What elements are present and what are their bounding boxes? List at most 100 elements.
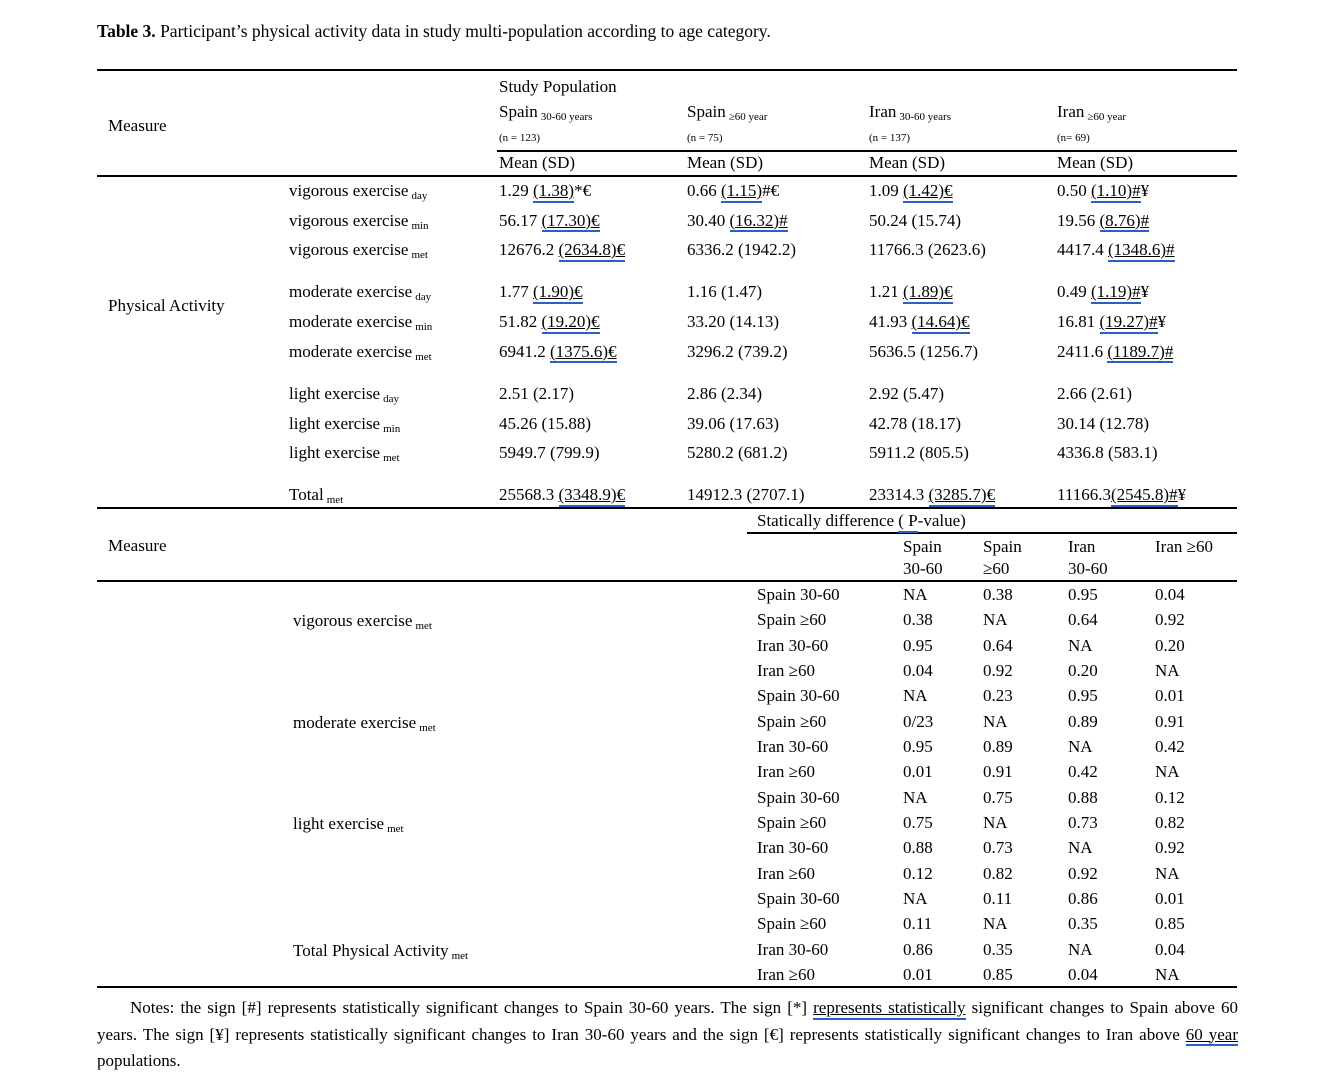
comparison-row-label: Iran 30-60 — [757, 737, 829, 757]
row-label: Total met — [289, 485, 344, 507]
text-segment: 2.92 (5.47) — [869, 383, 945, 403]
sample-size-label: (n= 69) — [1057, 132, 1090, 144]
comparison-row-label: Spain 30-60 — [757, 889, 840, 909]
value-cell: 16.81 (19.27)#¥ — [1057, 312, 1166, 334]
row-gap — [97, 268, 1237, 280]
pvalue-cell: NA — [1155, 965, 1180, 985]
value-cell: 1.16 (1.47) — [687, 282, 762, 302]
pvalue-cell: 0.92 — [1068, 863, 1098, 883]
pvalue-cell: 0.88 — [1068, 787, 1098, 807]
comparison-row-label: Spain ≥60 — [757, 914, 827, 934]
text-segment: 42.78 (18.17) — [869, 413, 962, 433]
pvalue-cell: 0.88 — [903, 838, 933, 858]
value-cell: 6941.2 (1375.6)€ — [499, 341, 617, 364]
underlined-text: (1.89)€ — [903, 282, 953, 304]
pvalue-cell: 0.01 — [903, 965, 933, 985]
value-cell: 6336.2 (1942.2) — [687, 240, 796, 260]
text-segment: 33.20 (14.13) — [687, 312, 780, 332]
value-cell: 5911.2 (805.5) — [869, 443, 969, 463]
row-label: moderate exercise min — [289, 312, 433, 334]
text-segment: 1.21 — [869, 282, 903, 302]
value-cell: 56.17 (17.30)€ — [499, 210, 600, 233]
comparison-row-label: Spain ≥60 — [757, 813, 827, 833]
text-segment: 4417.4 — [1057, 240, 1108, 260]
pvalue-cell: 0.20 — [1155, 635, 1185, 655]
underlined-text: (17.30)€ — [541, 210, 600, 233]
underlined-text: (1348.6)# — [1108, 240, 1175, 262]
population-column-header: Spain 30-60 years — [499, 102, 593, 123]
table-row: moderate exercise day 1.77 (1.90)€ 1.16 (1.… — [97, 280, 1237, 310]
pvalue-cell: NA — [903, 787, 928, 807]
pvalue-cell: 0.35 — [1068, 914, 1098, 934]
comparison-row-label: Iran ≥60 — [757, 863, 815, 883]
text-segment: 2411.6 — [1057, 341, 1108, 361]
table-rule-top — [97, 69, 1237, 71]
table-row: vigorous exercise day 1.29 (1.38)*€ 0.66 (1… — [97, 179, 1237, 209]
pvalue-cell: 0.20 — [1068, 661, 1098, 681]
row-label: vigorous exercise min — [289, 210, 429, 232]
table-row: Total met 25568.3 (3348.9)€ 14912.3 (2707.1… — [97, 483, 1237, 513]
comparison-row-label: Spain 30-60 — [757, 686, 840, 706]
text-segment: 2.51 (2.17) — [499, 383, 575, 403]
text-segment: 1.29 — [499, 181, 533, 200]
unit-subscript: min — [415, 321, 433, 334]
value-cell: 30.40 (16.32)# — [687, 210, 788, 233]
text-segment: ¥ — [1140, 181, 1150, 200]
value-cell: 0.50 (1.10)#¥ — [1057, 181, 1150, 203]
text-segment: ¥ — [1140, 282, 1150, 302]
pvalue-row: Iran ≥60 0.01 0.91 0.42 NA — [97, 761, 1237, 786]
underlined-text: (1189.7)# — [1107, 341, 1174, 364]
pvalue-cell: 0.92 — [983, 661, 1013, 681]
pvalue-row: Iran 30-60 0.88 0.73 NA 0.92 — [97, 837, 1237, 862]
table-row: light exercise min 45.26 (15.88) 39.06 (17.… — [97, 412, 1237, 442]
pvalue-cell: 0.38 — [903, 610, 933, 630]
unit-subscript: met — [387, 823, 404, 835]
text-segment: 1.16 (1.47) — [687, 282, 763, 302]
pvalue-group-label-vigorous: vigorous exercise met — [293, 611, 432, 632]
pvalue-cell: 0.85 — [1155, 914, 1185, 934]
value-cell: 12676.2 (2634.8)€ — [499, 240, 626, 262]
value-cell: 30.14 (12.78) — [1057, 414, 1149, 434]
unit-subscript: met — [415, 620, 432, 632]
unit-subscript: day — [383, 392, 399, 405]
value-cell: 1.09 (1.42)€ — [869, 181, 953, 203]
value-cell: 3296.2 (739.2) — [687, 342, 788, 362]
pvalue-column-header: Iran 30-60 — [1068, 537, 1108, 578]
value-cell: 42.78 (18.17) — [869, 414, 961, 434]
pvalue-row: Spain 30-60 NA 0.75 0.88 0.12 — [97, 787, 1237, 812]
row-label: moderate exercise day — [289, 282, 432, 304]
underlined-text: (1.19)# — [1091, 282, 1141, 304]
text-segment: 2.86 (2.34) — [687, 383, 763, 403]
pvalue-cell: NA — [1068, 939, 1093, 959]
underlined-text: (8.76)# — [1099, 210, 1150, 233]
value-cell: 23314.3 (3285.7)€ — [869, 485, 996, 507]
text-segment: 45.26 (15.88) — [499, 413, 592, 433]
pvalue-row: Iran ≥60 0.01 0.85 0.04 NA — [97, 964, 1237, 989]
text-segment: 16.81 — [1057, 312, 1100, 332]
comparison-row-label: Iran ≥60 — [757, 661, 815, 681]
text-segment: 5911.2 (805.5) — [869, 443, 969, 463]
pvalue-row: Spain ≥60 0.11 NA 0.35 0.85 — [97, 913, 1237, 938]
text-segment: 6941.2 — [499, 341, 550, 361]
text-segment: 56.17 — [499, 210, 542, 230]
text-segment: 30.40 — [687, 210, 730, 230]
table-row: vigorous exercise met 12676.2 (2634.8)€ 633… — [97, 238, 1237, 268]
underlined-text: (1.10)# — [1091, 181, 1141, 203]
text-segment: 51.82 — [499, 312, 542, 332]
underlined-text: 60 year — [1185, 1024, 1238, 1046]
text-segment: 41.93 — [869, 312, 912, 332]
underlined-text: (2545.8)# — [1111, 485, 1178, 507]
measure-column-header-2: Measure — [108, 536, 167, 555]
pvalue-cell: 0.95 — [1068, 686, 1098, 706]
text-segment: 11166.3 — [1057, 485, 1111, 505]
value-cell: 50.24 (15.74) — [869, 211, 961, 231]
text-segment: 1.09 — [869, 181, 903, 200]
population-column-header: Iran ≥60 year — [1057, 102, 1127, 123]
measures-table-body: vigorous exercise day 1.29 (1.38)*€ 0.66 (1… — [97, 179, 1237, 513]
notes-paragraph: Notes: the sign [#] represents statistic… — [97, 995, 1238, 1075]
text-segment: 3296.2 (739.2) — [687, 341, 788, 361]
text-segment: Notes: the sign [#] represents statistic… — [130, 998, 814, 1017]
study-population-header: Study Population — [499, 77, 617, 96]
value-cell: 4417.4 (1348.6)# — [1057, 240, 1175, 262]
underlined-text: (16.32)# — [729, 210, 788, 233]
